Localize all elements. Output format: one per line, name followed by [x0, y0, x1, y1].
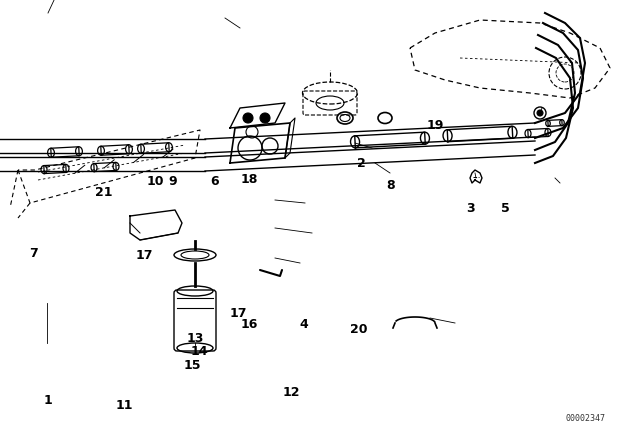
Text: 13: 13: [186, 332, 204, 345]
Text: 19: 19: [426, 119, 444, 132]
Text: 17: 17: [135, 249, 153, 262]
Text: 20: 20: [349, 323, 367, 336]
Text: 8: 8: [386, 179, 395, 193]
Text: 1: 1: [44, 394, 52, 408]
Text: 2: 2: [357, 157, 366, 170]
Circle shape: [537, 110, 543, 116]
Text: 14: 14: [191, 345, 209, 358]
Text: 7: 7: [29, 246, 38, 260]
Text: 5: 5: [501, 202, 510, 215]
Text: 9: 9: [168, 175, 177, 188]
Text: 3: 3: [466, 202, 475, 215]
Text: 6: 6: [210, 175, 219, 188]
Text: 15: 15: [183, 358, 201, 372]
Text: 17: 17: [229, 307, 247, 320]
Circle shape: [260, 113, 270, 123]
Text: 11: 11: [116, 399, 134, 412]
Text: 00002347: 00002347: [565, 414, 605, 423]
Text: 4: 4: [300, 318, 308, 332]
Text: 12: 12: [282, 385, 300, 399]
Text: 18: 18: [241, 172, 259, 186]
Text: 16: 16: [241, 318, 259, 332]
Text: 10: 10: [146, 175, 164, 188]
Circle shape: [243, 113, 253, 123]
Text: 21: 21: [95, 186, 113, 199]
